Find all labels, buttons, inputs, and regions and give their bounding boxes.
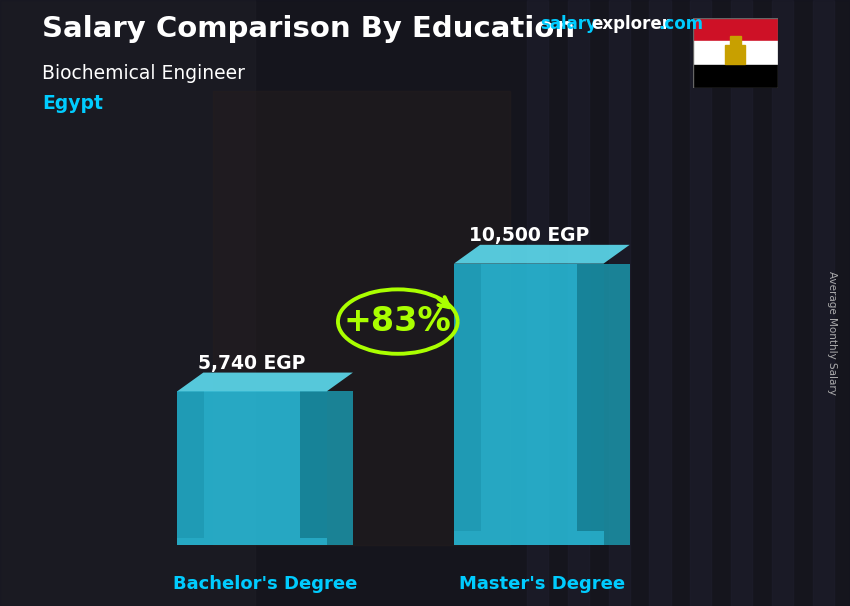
Bar [212, 91, 510, 545]
Bar [731, 0, 752, 606]
Polygon shape [177, 391, 204, 538]
Polygon shape [604, 264, 630, 545]
Bar [693, 18, 778, 41]
Text: Average Monthly Salary: Average Monthly Salary [827, 271, 837, 395]
Bar [693, 41, 778, 65]
Text: Master's Degree: Master's Degree [459, 575, 625, 593]
Text: Bachelor's Degree: Bachelor's Degree [173, 575, 357, 593]
Polygon shape [576, 264, 604, 531]
Text: 10,500 EGP: 10,500 EGP [468, 226, 589, 245]
Bar [527, 0, 548, 606]
Polygon shape [326, 391, 353, 545]
Text: 5,740 EGP: 5,740 EGP [198, 353, 306, 373]
Text: Biochemical Engineer: Biochemical Engineer [42, 64, 246, 82]
Bar [649, 0, 671, 606]
Bar [0, 0, 255, 606]
Text: +83%: +83% [344, 305, 451, 338]
Polygon shape [177, 391, 326, 545]
Bar [725, 45, 745, 64]
Text: explorer: explorer [591, 15, 670, 33]
Text: .com: .com [659, 15, 704, 33]
Bar [609, 0, 630, 606]
Polygon shape [454, 245, 630, 264]
Bar [568, 0, 589, 606]
Polygon shape [177, 373, 353, 391]
Text: Salary Comparison By Education: Salary Comparison By Education [42, 15, 575, 43]
Polygon shape [454, 264, 481, 531]
Bar [813, 0, 834, 606]
Text: Egypt: Egypt [42, 94, 104, 113]
Text: salary: salary [540, 15, 597, 33]
Bar [690, 0, 711, 606]
Bar [729, 36, 741, 45]
Polygon shape [454, 264, 604, 545]
Bar [772, 0, 793, 606]
Bar [693, 65, 778, 88]
Polygon shape [300, 391, 326, 538]
